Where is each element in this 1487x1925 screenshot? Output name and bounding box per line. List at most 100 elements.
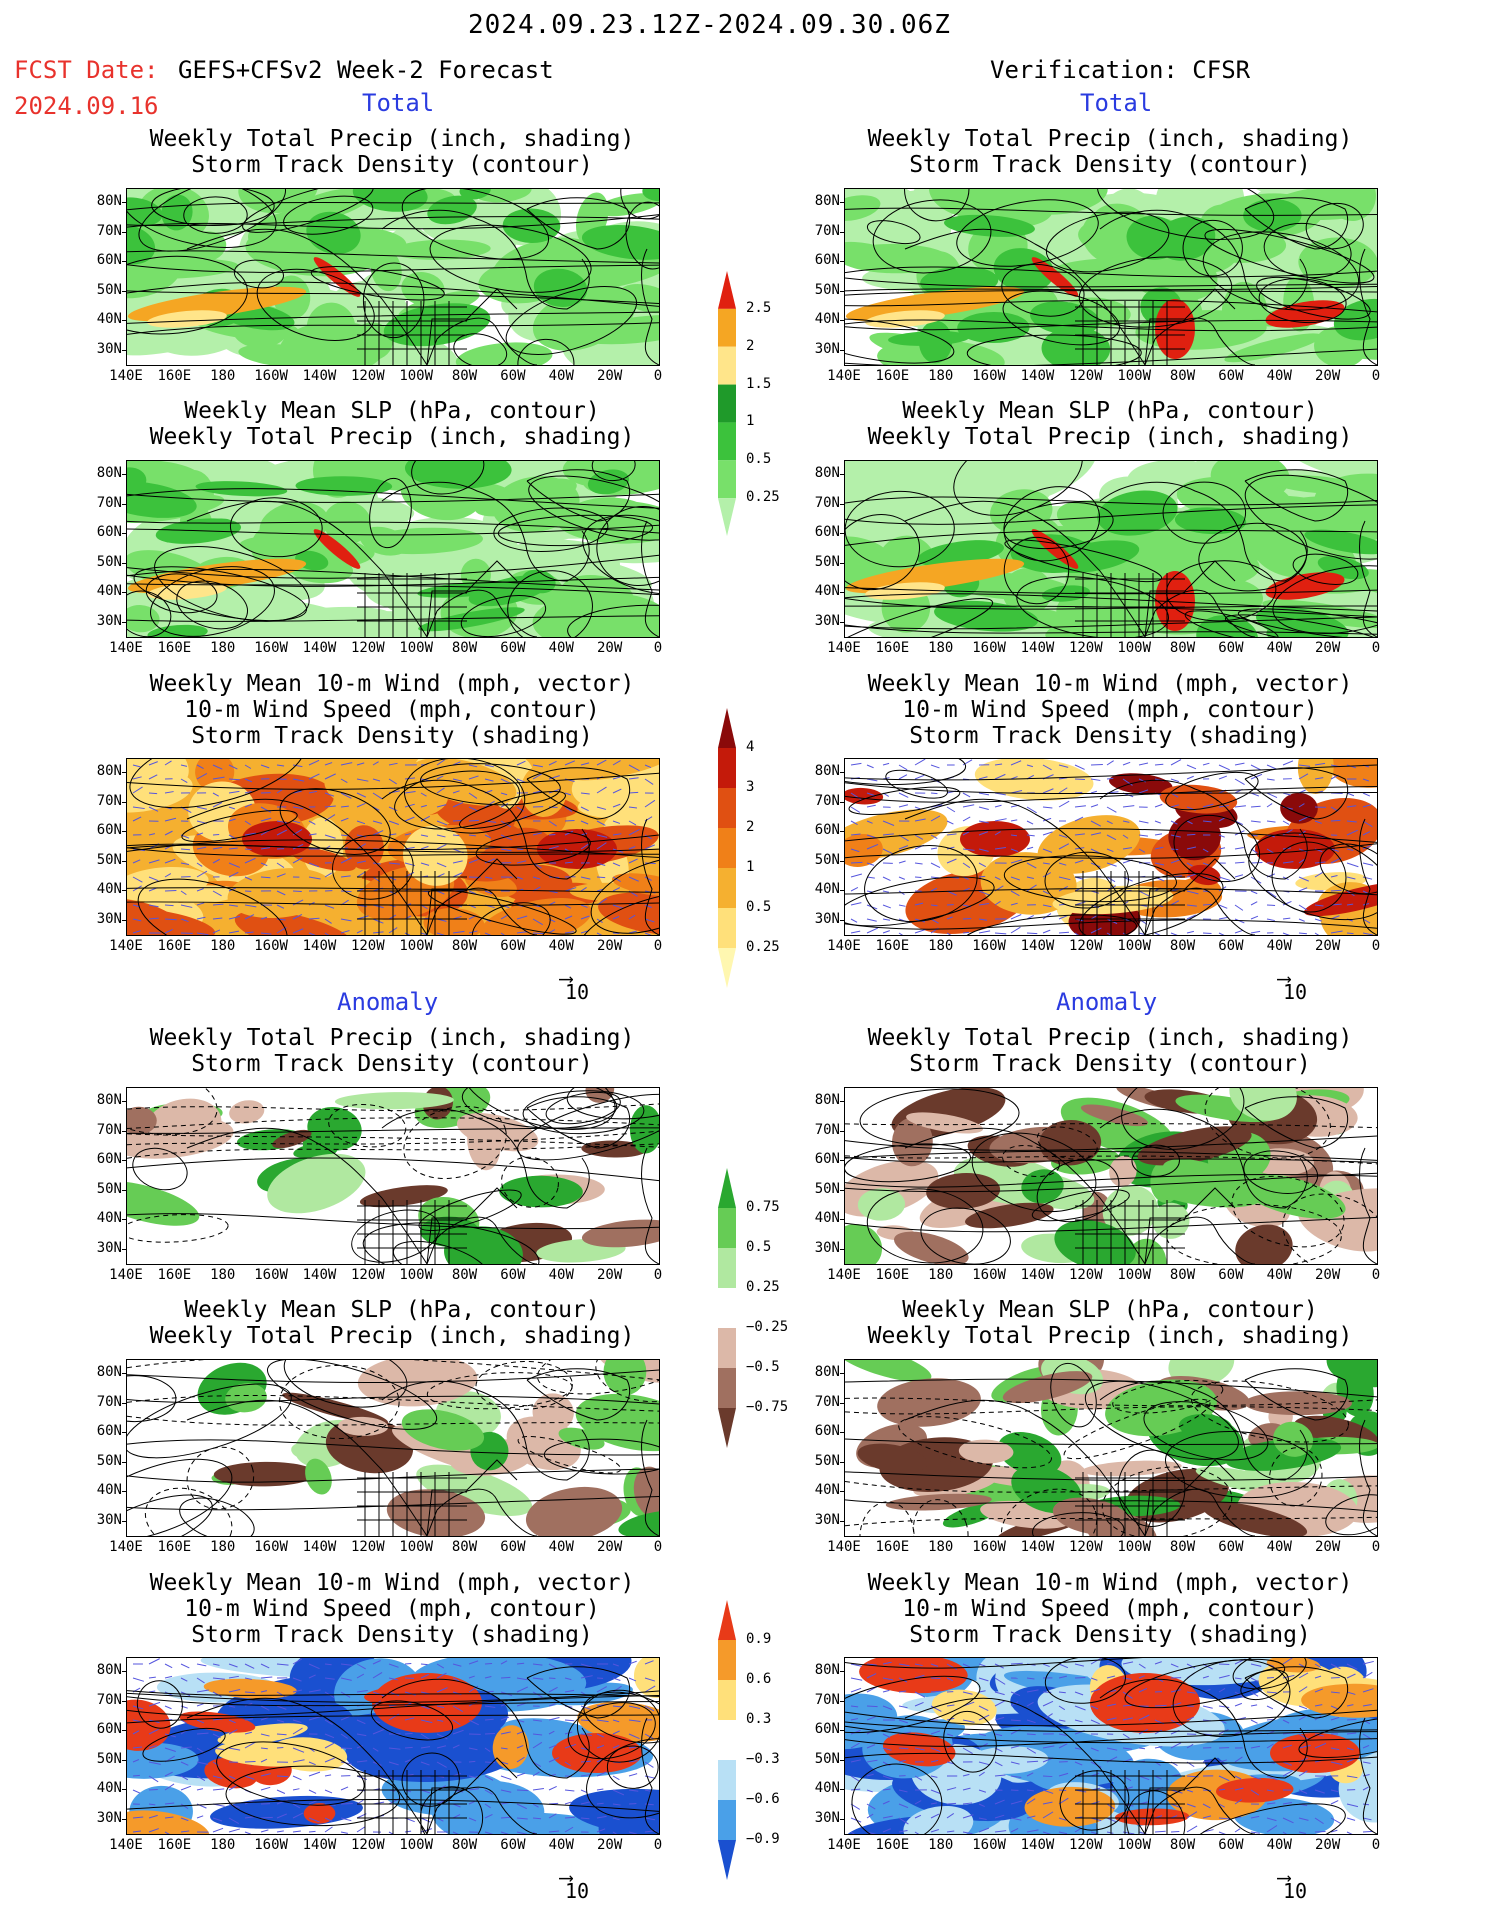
precip-anomaly — [958, 1439, 1014, 1464]
lat-tick — [840, 890, 844, 891]
lat-tick — [122, 1373, 126, 1374]
lat-label: 40N — [96, 881, 122, 897]
precip-area — [474, 189, 532, 203]
panel-title: Weekly Mean SLP (hPa, contour) Weekly Tot… — [106, 1297, 678, 1349]
panel-title: Weekly Total Precip (inch, shading) Storm… — [106, 1025, 678, 1077]
colorbar-segment — [718, 1168, 736, 1208]
colorbar-segment — [718, 1248, 736, 1288]
lat-tick — [122, 1759, 126, 1761]
precip-anomaly — [1162, 1158, 1240, 1195]
precip-area — [1316, 331, 1377, 360]
map-panel — [844, 188, 1378, 366]
coastline — [904, 1096, 1377, 1264]
storm-anomaly-max — [1270, 1733, 1360, 1773]
lat-label: 70N — [96, 1393, 122, 1410]
lat-tick — [122, 1491, 126, 1492]
colorbar-segment — [718, 308, 736, 347]
lat-label: 70N — [814, 1691, 840, 1708]
lat-tick — [122, 1730, 126, 1731]
lon-label: 40W — [1266, 938, 1292, 954]
lon-label: 80W — [451, 368, 478, 384]
lon-label: 0 — [653, 1267, 663, 1283]
section-total-left: Total — [362, 89, 435, 117]
colorbar-segment — [718, 498, 736, 536]
lon-label: 100W — [1117, 938, 1152, 954]
lon-label: 100W — [1117, 368, 1152, 384]
lat-label: 80N — [814, 1662, 840, 1678]
lon-label: 160E — [157, 1267, 192, 1283]
panel-title-line: 10-m Wind Speed (mph, contour) — [184, 1596, 600, 1622]
lat-tick — [840, 1248, 844, 1250]
lat-tick — [840, 503, 844, 505]
lon-label: 140E — [109, 1267, 143, 1283]
precip-area — [238, 189, 318, 214]
colorbar-label: 0.6 — [746, 1671, 772, 1687]
lon-label: 180 — [210, 1267, 236, 1283]
lat-tick — [122, 801, 126, 803]
colorbar-segment — [718, 271, 736, 309]
precip-anomaly — [926, 1173, 1001, 1209]
lat-label: 50N — [814, 1750, 840, 1767]
lon-label: 20W — [596, 368, 623, 384]
lon-label: 160W — [972, 1539, 1006, 1555]
colorbar-segment — [718, 1840, 736, 1880]
lon-label: 40W — [548, 938, 574, 954]
lon-label: 160E — [875, 1837, 910, 1853]
storm-density — [611, 873, 659, 897]
precip-anomaly — [143, 1098, 222, 1156]
precip-area — [845, 195, 881, 221]
lat-tick — [122, 349, 126, 351]
wind-vectors — [850, 1658, 1374, 1834]
colorbar-label: −0.5 — [746, 1359, 780, 1375]
lat-label: 30N — [96, 1239, 122, 1256]
panel-title-line: Weekly Total Precip (inch, shading) — [149, 1323, 635, 1349]
lat-tick — [840, 562, 844, 564]
precip-anomaly — [1235, 1224, 1293, 1264]
precip-area — [1151, 352, 1230, 365]
precip-area — [1222, 281, 1268, 341]
storm-anomaly — [215, 1740, 318, 1767]
lon-label: 80W — [1169, 368, 1196, 384]
storm-density — [336, 759, 411, 782]
coastline — [186, 469, 659, 637]
storm-density — [1328, 759, 1377, 788]
panel-title-line: Weekly Total Precip (inch, shading) — [867, 424, 1353, 450]
precip-anomaly — [1168, 1360, 1235, 1388]
lon-label: 60W — [1218, 938, 1244, 954]
panel-title-line: Storm Track Density (shading) — [191, 723, 593, 749]
coastline — [904, 1666, 1377, 1834]
contour-lines — [127, 1680, 659, 1834]
storm-density — [1280, 792, 1318, 824]
lon-label: 180 — [210, 938, 236, 954]
lon-label: 60W — [500, 1267, 526, 1283]
lon-label: 160W — [254, 1267, 288, 1283]
lon-label: 160W — [972, 640, 1006, 656]
panel-title-line: Weekly Total Precip (inch, shading) — [149, 1025, 635, 1051]
lon-label: 100W — [399, 1837, 434, 1853]
lat-tick — [122, 533, 126, 534]
lon-label: 20W — [1314, 640, 1341, 656]
lon-label: 160W — [254, 1539, 288, 1555]
lon-label: 160E — [157, 640, 192, 656]
fcst-date-label: FCST Date: — [14, 56, 159, 84]
lat-tick — [122, 1160, 126, 1161]
map-panel — [844, 460, 1378, 638]
lon-label: 120W — [350, 368, 385, 384]
precip-anomaly — [877, 1378, 981, 1427]
lon-label: 120W — [350, 640, 385, 656]
storm-anomaly — [1216, 1777, 1294, 1803]
panel-title-line: Weekly Total Precip (inch, shading) — [149, 424, 635, 450]
vector-ref-label: 10 — [1283, 980, 1308, 1004]
panel-title-line: Weekly Mean SLP (hPa, contour) — [902, 398, 1318, 424]
lat-tick — [840, 1432, 844, 1433]
colorbar-label: 0.25 — [746, 489, 780, 506]
lon-label: 80W — [1169, 640, 1196, 656]
map-panel — [126, 188, 660, 366]
storm-anomaly — [127, 1810, 210, 1834]
lon-label: 140E — [109, 640, 143, 656]
colorbar-label: −0.9 — [746, 1831, 780, 1847]
lon-label: 20W — [1314, 368, 1341, 384]
lon-label: 180 — [928, 1837, 954, 1853]
precip-area — [619, 284, 659, 314]
lon-label: 160E — [157, 1837, 192, 1853]
